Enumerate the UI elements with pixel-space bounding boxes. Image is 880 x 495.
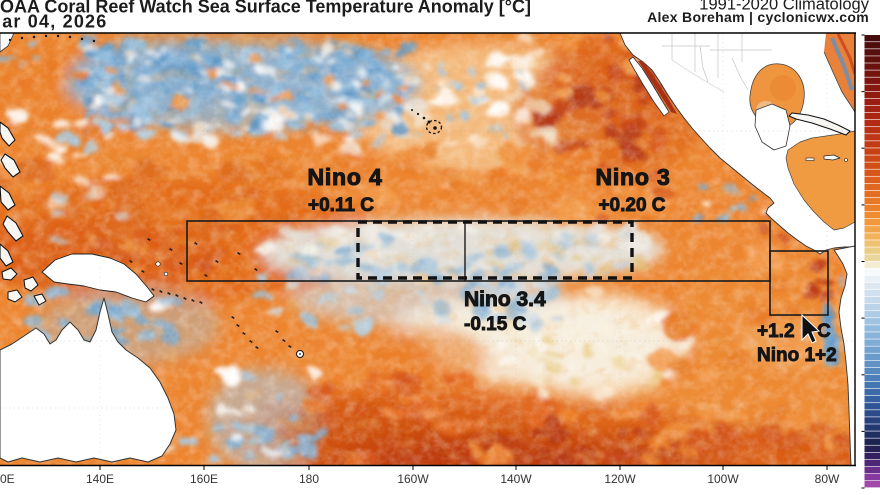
svg-text:Nino 3.4: Nino 3.4 [464,288,546,311]
svg-text:120W: 120W [604,472,636,486]
svg-text:Nino 4: Nino 4 [307,164,382,190]
svg-text:1991-2020 Climatology: 1991-2020 Climatology [699,0,869,14]
svg-text:+1.2: +1.2 [757,321,795,342]
svg-text:Nino 1+2: Nino 1+2 [757,345,837,366]
svg-text:NOAA Coral Reef Watch Sea Surf: NOAA Coral Reef Watch Sea Surface Temper… [0,0,531,17]
svg-text:Mar 04, 2026: Mar 04, 2026 [0,12,107,32]
svg-text:-0.15 C: -0.15 C [464,314,527,335]
svg-text:180: 180 [299,472,319,486]
svg-text:+0.20 C: +0.20 C [598,195,665,216]
svg-text:0E: 0E [0,472,15,486]
svg-text:Nino 3: Nino 3 [595,164,670,190]
svg-text:140W: 140W [500,472,532,486]
svg-text:Alex Boreham | cyclonicwx.com: Alex Boreham | cyclonicwx.com [647,9,869,25]
svg-text:C: C [817,321,831,342]
svg-text:100W: 100W [707,472,739,486]
svg-text:160W: 160W [397,472,429,486]
svg-text:80W: 80W [815,472,840,486]
svg-text:140E: 140E [86,472,114,486]
svg-text:160E: 160E [190,472,218,486]
svg-text:+0.11 C: +0.11 C [308,195,374,216]
